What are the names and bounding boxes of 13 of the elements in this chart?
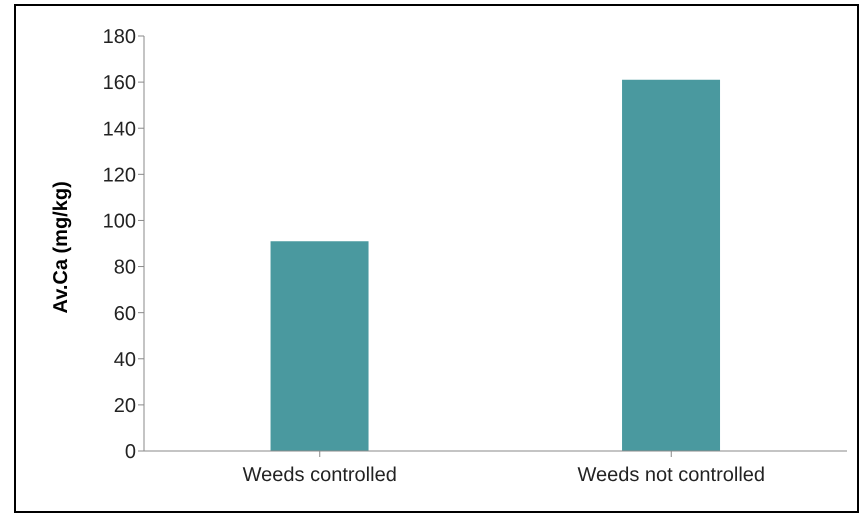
y-tick-label: 100 xyxy=(102,210,136,233)
y-tick-label: 20 xyxy=(114,394,136,417)
y-tick-label: 160 xyxy=(102,72,136,94)
y-tick-label: 180 xyxy=(102,26,136,48)
y-tick-label: 40 xyxy=(114,348,136,371)
y-tick-label: 0 xyxy=(124,441,136,464)
y-tick-label: 140 xyxy=(102,118,136,140)
y-tick-label: 60 xyxy=(114,302,136,325)
y-tick-label: 80 xyxy=(114,256,136,279)
y-axis-title: Av.Ca (mg/kg) xyxy=(50,181,72,314)
y-tick-label: 120 xyxy=(102,164,136,186)
x-tick-label: Weeds not controlled xyxy=(577,464,766,486)
x-tick-label: Weeds controlled xyxy=(242,464,397,486)
